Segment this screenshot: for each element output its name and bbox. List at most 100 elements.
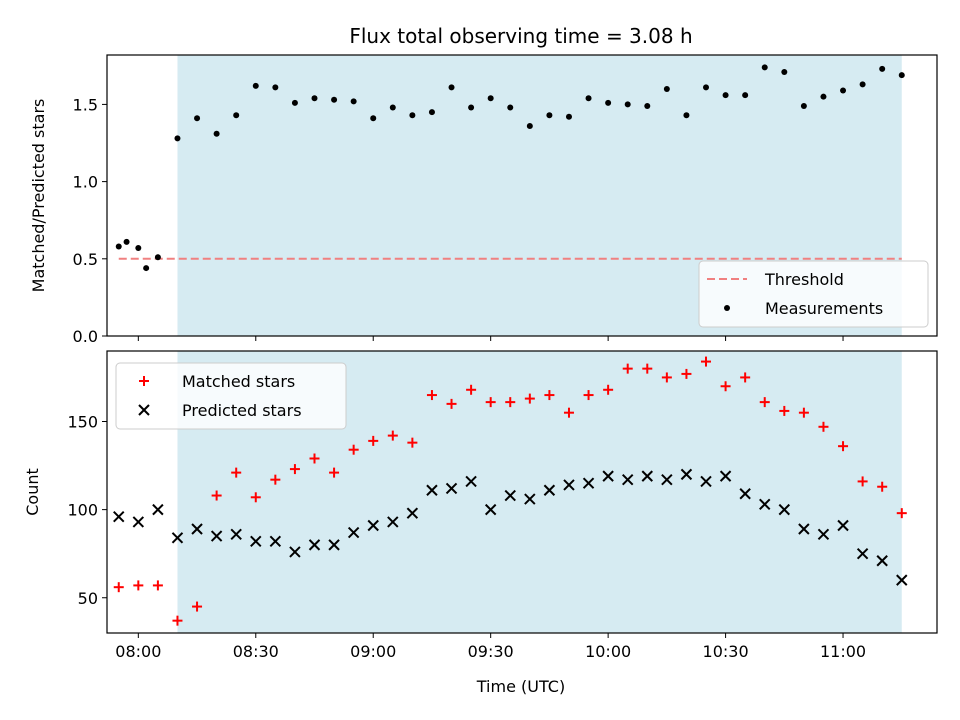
predicted-star-mark-b <box>543 484 556 496</box>
matched-star-point <box>505 397 516 408</box>
measurement-point <box>487 95 494 102</box>
matched-star-point <box>838 441 849 452</box>
matched-star-point <box>740 372 751 383</box>
predicted-star-point <box>269 535 282 548</box>
measurement-point <box>898 72 905 79</box>
x-tick-label: 09:30 <box>468 642 514 661</box>
matched-star-point <box>642 363 653 374</box>
matched-star-point <box>192 601 203 612</box>
predicted-star-point <box>856 547 869 560</box>
measurement-point <box>154 254 161 261</box>
matched-star-point <box>798 407 809 418</box>
predicted-star-point <box>641 470 653 482</box>
measurement-point <box>879 65 886 72</box>
predicted-star-point <box>602 470 614 482</box>
x-tick-label: 09:00 <box>350 642 396 661</box>
legend-predicted-swatch <box>138 404 150 416</box>
predicted-star-mark-b <box>798 523 810 535</box>
x-axis-label: Time (UTC) <box>476 677 565 696</box>
measurement-point <box>174 135 181 142</box>
predicted-star-point <box>289 546 301 558</box>
matched-star-point <box>426 390 437 401</box>
predicted-star-point <box>406 507 419 519</box>
predicted-star-mark-b <box>308 539 321 551</box>
matched-star-point <box>701 356 712 367</box>
legend-box <box>115 362 347 430</box>
predicted-star-mark-b <box>191 523 203 535</box>
matched-star-point <box>270 474 281 485</box>
predicted-star-mark-b <box>837 519 849 532</box>
predicted-star-mark-b <box>759 498 771 511</box>
predicted-star-point <box>191 523 203 535</box>
matched-star-point <box>368 435 379 446</box>
matched-star-point <box>113 582 124 593</box>
predicted-star-mark-b <box>230 528 242 541</box>
predicted-star-mark-b <box>445 482 458 495</box>
matched-star-point <box>524 393 535 404</box>
predicted-star-mark-b <box>347 526 360 539</box>
measurement-point <box>585 95 592 102</box>
predicted-star-mark-b <box>661 473 673 486</box>
legend-ratio: Threshold Measurements <box>698 260 929 328</box>
measurement-point <box>213 130 220 137</box>
predicted-star-mark-b <box>622 473 634 486</box>
matched-star-point <box>485 397 496 408</box>
predicted-star-point <box>484 503 497 516</box>
predicted-star-mark-b <box>210 530 223 542</box>
predicted-star-point <box>152 503 164 516</box>
ratio-panel: 0.0 0.5 1.0 1.5 Matched/Predicted stars Thres… <box>29 54 938 346</box>
y-tick-label: 0.5 <box>73 250 98 269</box>
predicted-star-mark-b <box>700 475 712 488</box>
predicted-star-mark-b <box>171 532 184 544</box>
matched-star-point <box>779 405 790 416</box>
measurement-point <box>761 64 768 71</box>
legend-counts: Matched stars Predicted stars <box>115 362 347 430</box>
count-panel: 08:00 08:30 09:00 09:30 10:00 10:30 11:00 50 100… <box>23 350 938 661</box>
chart-title: Flux total observing time = 3.08 h <box>349 24 692 48</box>
predicted-star-mark-b <box>426 484 438 496</box>
predicted-star-mark-b <box>406 507 419 519</box>
predicted-star-mark-b <box>876 555 888 567</box>
measurement-point <box>507 104 514 111</box>
predicted-star-mark-b <box>524 493 536 505</box>
measurement-point <box>800 102 807 109</box>
measurement-point <box>468 104 475 111</box>
predicted-star-mark-b <box>582 477 595 489</box>
predicted-star-mark-b <box>484 503 497 516</box>
matched-star-point <box>348 444 359 455</box>
measurement-point <box>409 112 416 119</box>
matched-star-point <box>877 481 888 492</box>
matched-star-point <box>329 467 340 478</box>
predicted-star-point <box>543 484 556 496</box>
matched-star-point <box>818 421 829 432</box>
matched-star-point <box>857 476 868 487</box>
predicted-star-point <box>778 503 791 516</box>
matched-star-point <box>133 580 144 591</box>
predicted-star-point <box>700 475 712 488</box>
measurement-point <box>291 99 298 106</box>
predicted-star-mark-b <box>113 510 125 523</box>
predicted-star-mark-b <box>289 546 301 558</box>
measurement-point <box>252 82 259 89</box>
predicted-star-mark-b <box>739 488 751 500</box>
predicted-star-mark-b <box>504 489 516 502</box>
predicted-star-point <box>504 489 516 502</box>
matched-star-point <box>759 397 770 408</box>
measurement-point <box>428 109 435 116</box>
predicted-star-point <box>719 470 732 482</box>
predicted-star-mark-b <box>896 574 908 586</box>
matched-star-point <box>289 464 300 475</box>
predicted-star-point <box>524 493 536 505</box>
predicted-star-point <box>445 482 458 495</box>
measurement-point <box>624 101 631 108</box>
predicted-star-point <box>347 526 360 539</box>
legend-box <box>698 260 929 328</box>
predicted-star-mark-b <box>778 503 791 516</box>
matched-star-point <box>583 390 594 401</box>
measurement-point <box>389 104 396 111</box>
predicted-star-point <box>426 484 438 496</box>
matched-star-point <box>250 492 261 503</box>
measurement-point <box>840 87 847 94</box>
matched-star-point <box>622 363 633 374</box>
